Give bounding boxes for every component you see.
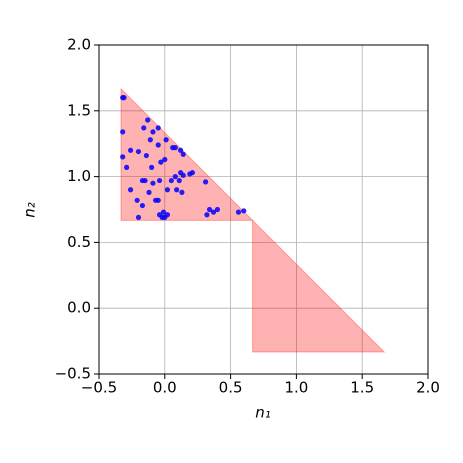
y-tick-label: 0.5 bbox=[67, 233, 91, 251]
point bbox=[174, 187, 180, 193]
y-tick-label: 2.0 bbox=[67, 36, 91, 54]
point bbox=[172, 174, 178, 180]
point bbox=[155, 125, 161, 131]
point bbox=[146, 189, 152, 195]
point bbox=[168, 177, 174, 184]
point bbox=[147, 137, 153, 143]
x-tick-label: −0.5 bbox=[81, 379, 117, 397]
point bbox=[177, 147, 184, 153]
point bbox=[163, 137, 169, 143]
point bbox=[145, 117, 151, 123]
point bbox=[164, 187, 171, 193]
point bbox=[135, 148, 142, 155]
point bbox=[127, 147, 134, 153]
region bbox=[120, 87, 254, 221]
y-tick-label: 0.0 bbox=[67, 299, 91, 317]
point bbox=[176, 177, 182, 184]
point bbox=[139, 202, 146, 209]
point bbox=[124, 164, 130, 170]
point bbox=[150, 129, 156, 135]
point bbox=[180, 172, 186, 178]
point bbox=[120, 129, 126, 135]
y-tick-label: 1.5 bbox=[67, 101, 91, 119]
y-tick-label: −0.5 bbox=[55, 365, 91, 383]
point bbox=[150, 180, 156, 186]
point bbox=[121, 95, 127, 101]
point bbox=[158, 159, 164, 165]
y-tick-label: 1.0 bbox=[67, 167, 91, 185]
point bbox=[180, 151, 186, 157]
point bbox=[155, 142, 161, 148]
plot-frame bbox=[98, 44, 429, 375]
point bbox=[155, 197, 161, 203]
point bbox=[156, 177, 163, 184]
point bbox=[206, 206, 213, 213]
region bbox=[252, 219, 386, 353]
point bbox=[134, 197, 140, 203]
point bbox=[202, 179, 209, 185]
point bbox=[135, 214, 142, 220]
point bbox=[162, 156, 168, 163]
point bbox=[179, 189, 185, 195]
point bbox=[172, 145, 178, 151]
y-axis-label: n₂ bbox=[21, 202, 39, 218]
point bbox=[164, 212, 171, 218]
point bbox=[235, 209, 242, 215]
point bbox=[120, 154, 126, 160]
point bbox=[189, 170, 196, 176]
x-tick-label: 1.5 bbox=[350, 379, 374, 397]
point bbox=[204, 212, 210, 218]
point bbox=[143, 152, 149, 159]
point bbox=[160, 209, 167, 215]
x-tick-label: 0.5 bbox=[219, 379, 243, 397]
point bbox=[127, 187, 134, 193]
point bbox=[141, 125, 147, 131]
point bbox=[241, 208, 247, 214]
x-axis-label: n₁ bbox=[255, 404, 271, 422]
x-tick-label: 0.0 bbox=[153, 379, 177, 397]
x-tick-label: 2.0 bbox=[416, 379, 440, 397]
point bbox=[142, 177, 148, 184]
x-tick-label: 1.0 bbox=[284, 379, 308, 397]
point bbox=[149, 164, 155, 170]
point bbox=[210, 209, 217, 215]
point bbox=[214, 206, 221, 213]
